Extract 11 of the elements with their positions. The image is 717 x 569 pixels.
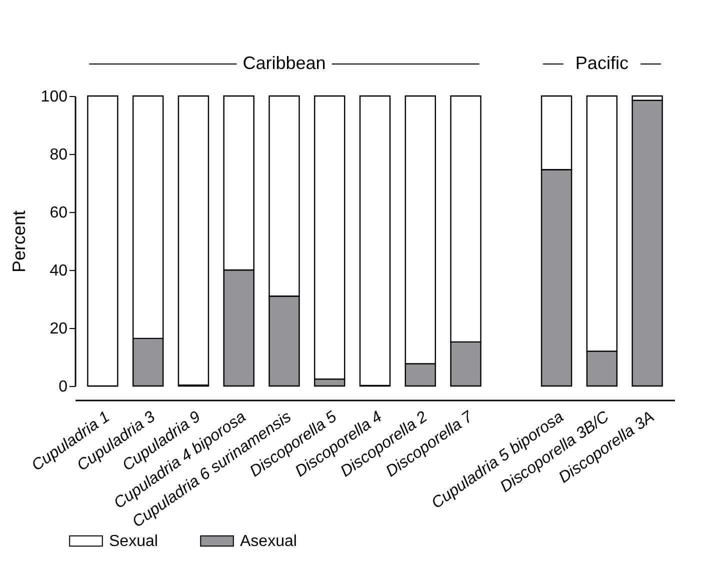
y-tick-label: 40	[50, 262, 68, 280]
text: Caribbean	[242, 53, 326, 73]
y-tick-label: 100	[40, 88, 68, 106]
y-tick-label: 0	[58, 378, 68, 396]
legend-label: Sexual	[109, 533, 158, 550]
y-tick-label: 20	[50, 320, 68, 338]
text: Pacific	[575, 53, 628, 73]
y-axis-title: Percent	[8, 210, 29, 273]
y-tick-label: 80	[50, 146, 68, 164]
y-tick-label: 60	[50, 204, 68, 222]
legend-label: Asexual	[240, 533, 297, 550]
